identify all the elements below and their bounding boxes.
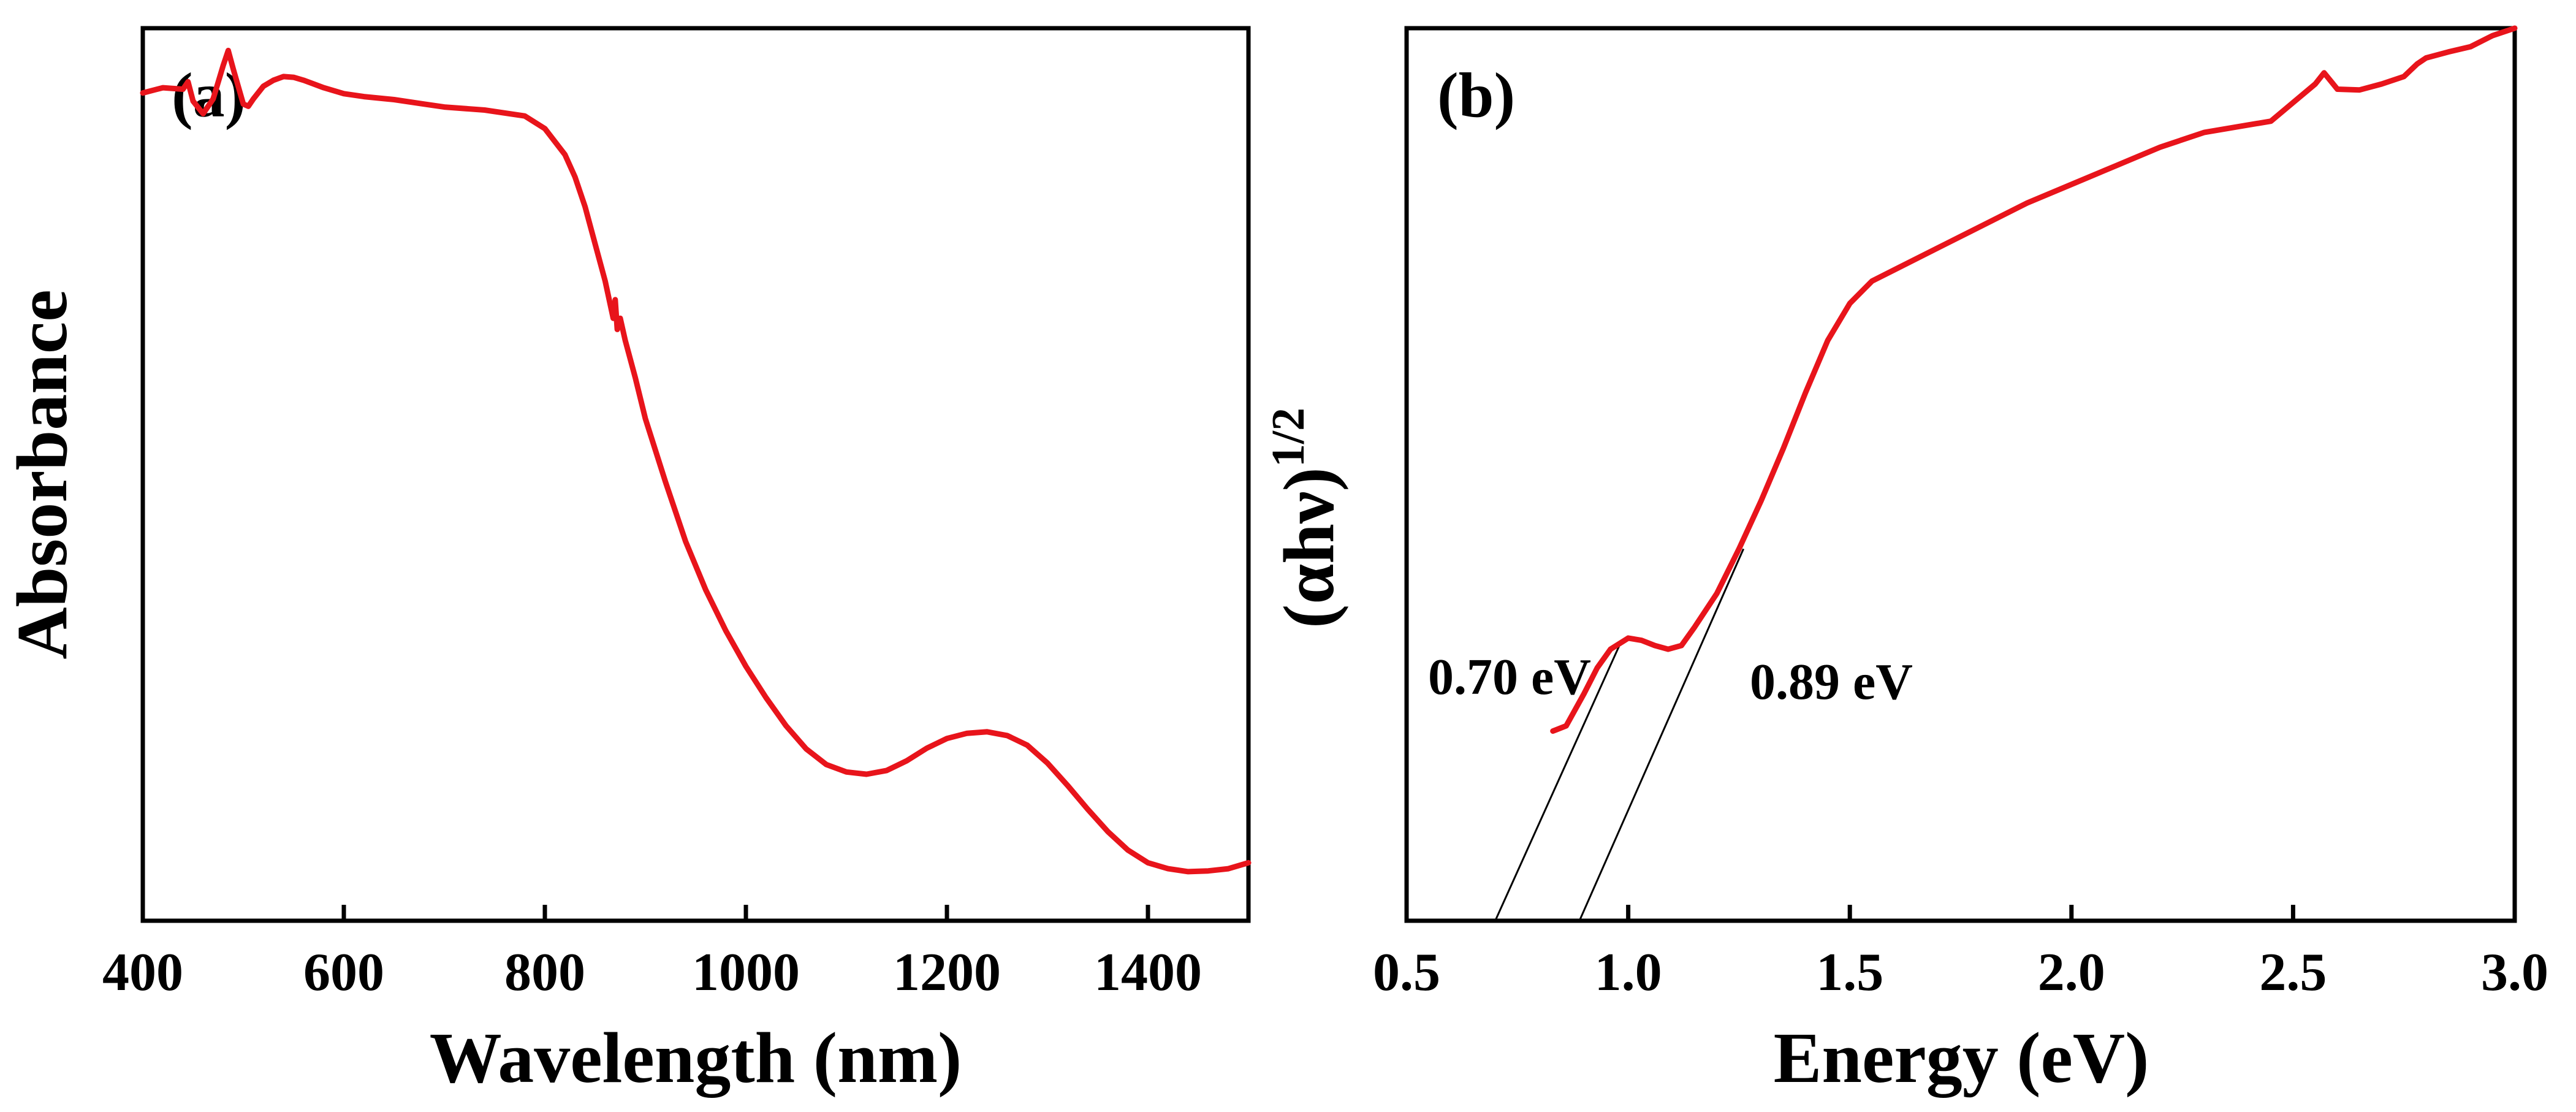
x-tick-label: 1.5 bbox=[1816, 943, 1883, 1002]
panel-b-series bbox=[1550, 25, 2518, 734]
x-tick-label: 1400 bbox=[1094, 943, 1202, 1002]
x-tick-label: 600 bbox=[303, 943, 384, 1002]
tangent-line bbox=[1578, 548, 1745, 921]
panel-b-x-ticks bbox=[1404, 905, 2517, 921]
panel-b-y-axis-title-base: (αhν) bbox=[1269, 467, 1349, 628]
panel-b-y-axis-title-group: (αhν)1/2 bbox=[1263, 408, 1349, 628]
panel-a-x-ticks bbox=[140, 905, 1150, 921]
x-tick-label: 1.0 bbox=[1595, 943, 1662, 1002]
panel-b: (b) 0.5 1.0 1.5 2.0 2.5 3.0 0.70 eV 0.89 eV E… bbox=[1263, 25, 2548, 1098]
panel-b-tangent-lines bbox=[1494, 548, 1745, 921]
series-line bbox=[1550, 25, 2518, 734]
x-tick-label: 2.5 bbox=[2259, 943, 2327, 1002]
tangent-line bbox=[1494, 645, 1620, 921]
x-tick-label: 1200 bbox=[893, 943, 1001, 1002]
panel-b-y-axis-title-superscript: 1/2 bbox=[1263, 408, 1314, 467]
annotation-089-ev: 0.89 eV bbox=[1750, 653, 1913, 710]
panel-b-frame bbox=[1404, 26, 2517, 923]
x-tick-label: 2.0 bbox=[2038, 943, 2105, 1002]
panel-a-x-tick-labels: 400 600 800 1000 1200 1400 bbox=[102, 943, 1202, 1002]
x-tick-label: 0.5 bbox=[1373, 943, 1440, 1002]
panel-a: (a) 400 600 800 1000 1200 1400 Wavelength (nm… bbox=[2, 26, 1252, 1098]
panel-a-y-axis-title: Absorbance bbox=[2, 289, 82, 659]
x-tick-label: 800 bbox=[504, 943, 585, 1002]
panel-a-frame bbox=[140, 26, 1251, 923]
panel-b-y-axis-title: (αhν)1/2 bbox=[1263, 408, 1349, 628]
panel-b-x-axis-title: Energy (eV) bbox=[1774, 1018, 2149, 1098]
panel-a-x-axis-title: Wavelength (nm) bbox=[430, 1018, 962, 1098]
series-line bbox=[140, 47, 1252, 875]
annotation-070-ev: 0.70 eV bbox=[1428, 649, 1591, 706]
x-tick-label: 3.0 bbox=[2481, 943, 2548, 1002]
panel-b-label: (b) bbox=[1437, 60, 1515, 131]
x-tick-label: 400 bbox=[102, 943, 183, 1002]
panel-b-x-tick-labels: 0.5 1.0 1.5 2.0 2.5 3.0 bbox=[1373, 943, 2548, 1002]
x-tick-label: 1000 bbox=[692, 943, 800, 1002]
panel-a-series bbox=[140, 47, 1252, 875]
